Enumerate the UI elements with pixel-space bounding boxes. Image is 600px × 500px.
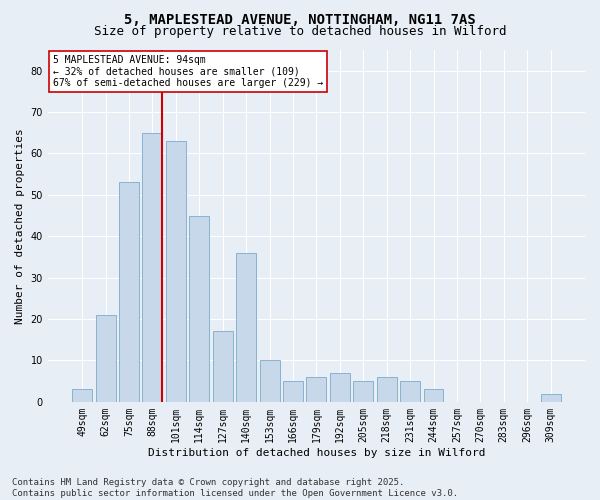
- Bar: [400, 381, 420, 402]
- Bar: [95, 315, 116, 402]
- Text: Size of property relative to detached houses in Wilford: Size of property relative to detached ho…: [94, 25, 506, 38]
- X-axis label: Distribution of detached houses by size in Wilford: Distribution of detached houses by size …: [148, 448, 485, 458]
- Text: Contains HM Land Registry data © Crown copyright and database right 2025.
Contai: Contains HM Land Registry data © Crown c…: [12, 478, 458, 498]
- Bar: [236, 253, 256, 402]
- Bar: [260, 360, 280, 402]
- Bar: [353, 381, 373, 402]
- Bar: [330, 373, 350, 402]
- Bar: [213, 332, 233, 402]
- Bar: [307, 377, 326, 402]
- Bar: [72, 390, 92, 402]
- Bar: [166, 141, 186, 402]
- Bar: [142, 133, 163, 402]
- Bar: [190, 216, 209, 402]
- Bar: [541, 394, 560, 402]
- Bar: [119, 182, 139, 402]
- Y-axis label: Number of detached properties: Number of detached properties: [15, 128, 25, 324]
- Bar: [283, 381, 303, 402]
- Bar: [424, 390, 443, 402]
- Bar: [377, 377, 397, 402]
- Text: 5 MAPLESTEAD AVENUE: 94sqm
← 32% of detached houses are smaller (109)
67% of sem: 5 MAPLESTEAD AVENUE: 94sqm ← 32% of deta…: [53, 56, 323, 88]
- Text: 5, MAPLESTEAD AVENUE, NOTTINGHAM, NG11 7AS: 5, MAPLESTEAD AVENUE, NOTTINGHAM, NG11 7…: [124, 12, 476, 26]
